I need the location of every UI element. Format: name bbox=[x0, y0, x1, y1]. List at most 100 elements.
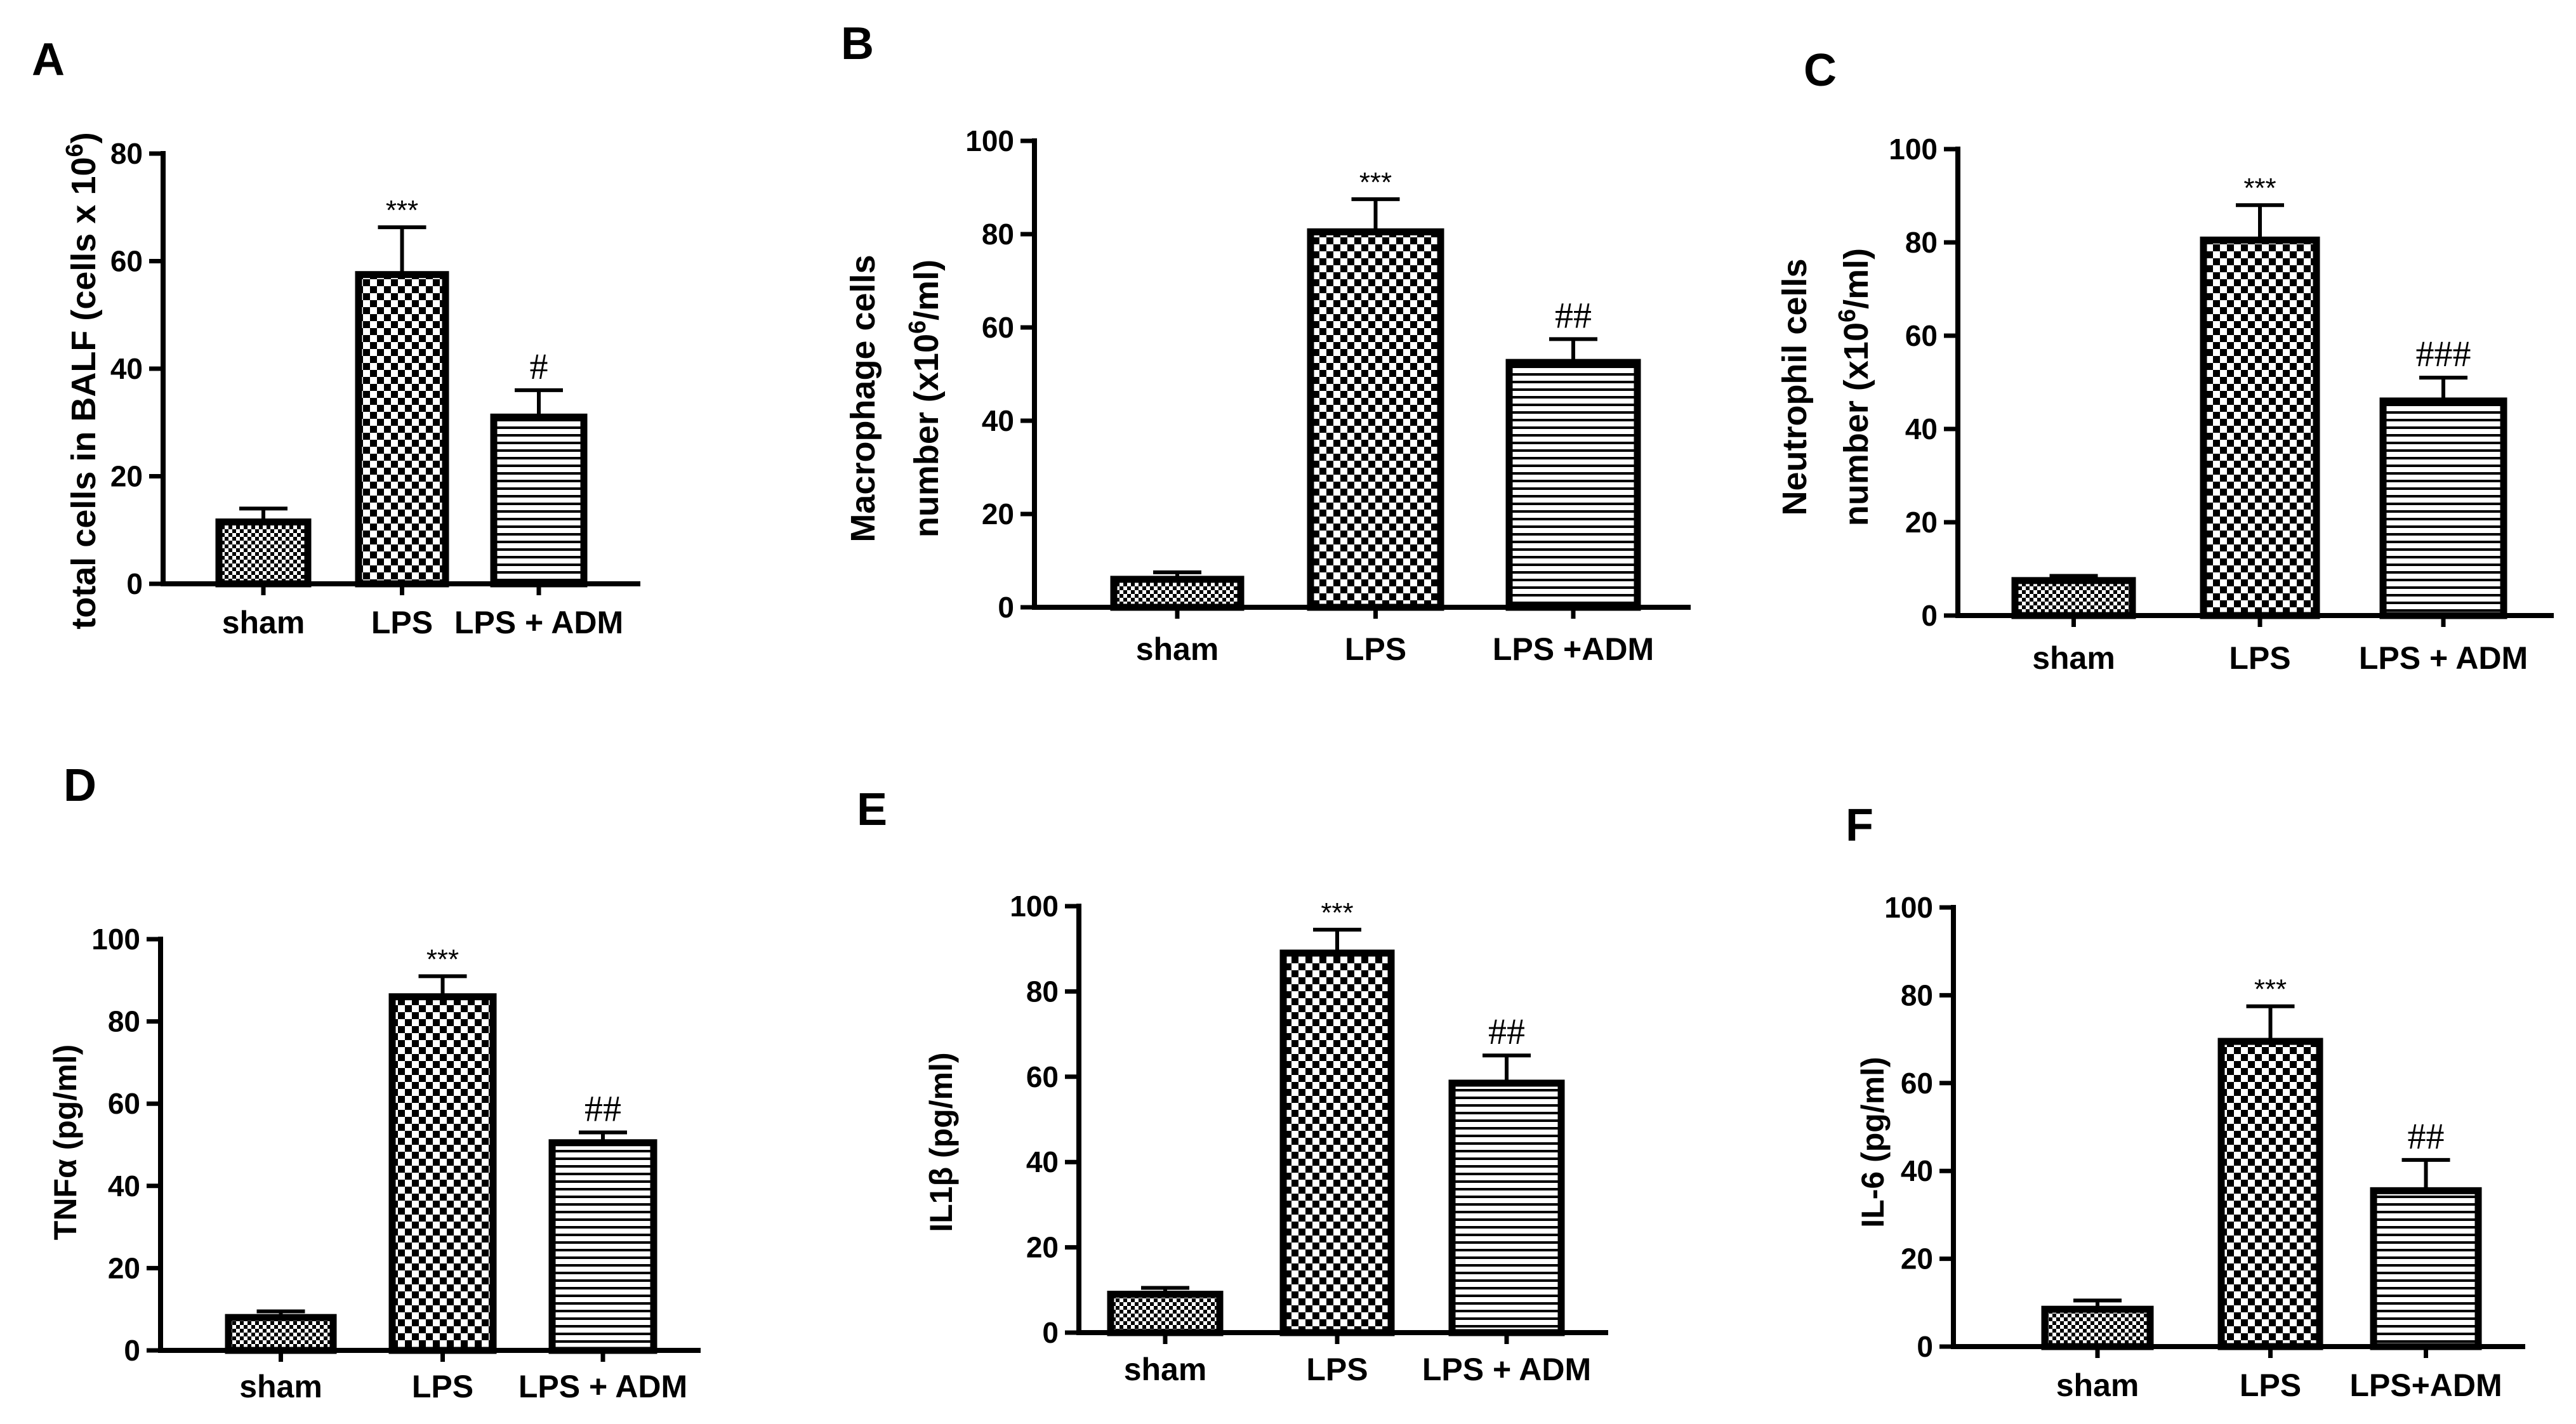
y-tick-label: 60 bbox=[1905, 319, 1938, 352]
x-tick-label: LPS + ADM bbox=[2359, 640, 2528, 676]
x-tick-label: LPS bbox=[1345, 631, 1406, 667]
bar-lps-adm bbox=[1505, 359, 1641, 611]
bar-lps-adm bbox=[2370, 1187, 2482, 1350]
bar-lps-adm bbox=[1448, 1079, 1565, 1336]
y-tick-label: 20 bbox=[1905, 506, 1938, 539]
y-tick-label: 80 bbox=[1901, 979, 1933, 1012]
y-axis-label-line1: Neutrophil cells bbox=[1776, 258, 1814, 515]
chart-area: 0 20 40 60 80 100 sham *** LPS ## LPS + ADM bbox=[1010, 890, 1608, 1387]
y-axis-label: TNFα (pg/ml) bbox=[48, 1045, 83, 1240]
bar-lps-adm bbox=[2379, 397, 2507, 619]
panel-letter: C bbox=[1804, 45, 1837, 96]
panel-letter: E bbox=[857, 784, 887, 835]
panel-d: D TNFα (pg/ml) 0 20 40 60 80 100 sham *** LPS ## L… bbox=[48, 760, 701, 1404]
bar-sham bbox=[2011, 577, 2136, 619]
significance-label: *** bbox=[386, 195, 418, 226]
significance-label: *** bbox=[1359, 167, 1392, 198]
y-tick-label: 60 bbox=[1026, 1060, 1059, 1093]
x-tick-label: sham bbox=[1136, 631, 1219, 667]
panel-letter: D bbox=[63, 760, 96, 811]
y-tick-label: 40 bbox=[108, 1170, 140, 1203]
chart-area: 0 20 40 60 80 sham *** LPS # LPS + ADM bbox=[110, 137, 640, 640]
significance-label: *** bbox=[1321, 897, 1353, 928]
bar-lps bbox=[1279, 949, 1395, 1336]
x-tick-label: sham bbox=[239, 1369, 322, 1404]
x-tick-label: LPS + ADM bbox=[454, 605, 623, 640]
chart-area: 0 20 40 60 80 100 sham *** LPS ### LPS + ADM bbox=[1889, 133, 2554, 676]
y-tick-label: 0 bbox=[1921, 599, 1938, 632]
x-tick-label: LPS + ADM bbox=[519, 1369, 687, 1404]
significance-label: *** bbox=[426, 944, 459, 975]
y-tick-label: 100 bbox=[965, 124, 1014, 157]
y-tick-label: 20 bbox=[1901, 1243, 1933, 1276]
panel-b: B Macrophage cells number (x106/ml) 0 20 4… bbox=[841, 18, 1691, 667]
x-tick-label: LPS bbox=[1306, 1352, 1368, 1387]
significance-label: ## bbox=[2408, 1116, 2445, 1157]
significance-label: ### bbox=[2416, 333, 2471, 374]
bar-sham bbox=[215, 518, 312, 588]
x-tick-label: sham bbox=[2056, 1368, 2139, 1403]
y-tick-label: 20 bbox=[110, 460, 143, 493]
y-tick-label: 60 bbox=[110, 245, 143, 278]
x-tick-label: LPS bbox=[2229, 640, 2290, 676]
x-tick-label: LPS +ADM bbox=[1493, 631, 1654, 667]
bar-lps bbox=[1307, 228, 1444, 611]
bar-sham bbox=[1107, 1291, 1224, 1336]
y-tick-label: 0 bbox=[998, 591, 1014, 624]
y-tick-label: 60 bbox=[982, 311, 1014, 344]
bar-lps bbox=[388, 993, 497, 1354]
significance-label: *** bbox=[2254, 974, 2287, 1005]
bar-sham bbox=[1110, 576, 1245, 611]
y-tick-label: 40 bbox=[1905, 412, 1938, 445]
chart-area: 0 20 40 60 80 100 sham *** LPS ## LPS+ADM bbox=[1884, 891, 2525, 1403]
y-tick-label: 60 bbox=[1901, 1067, 1933, 1100]
y-axis-label-line2: number (x106/ml) bbox=[904, 260, 946, 537]
y-tick-label: 100 bbox=[1884, 891, 1933, 924]
y-tick-label: 80 bbox=[1026, 975, 1059, 1008]
panel-e: E IL1β (pg/ml) 0 20 40 60 80 100 sham *** LPS ## L… bbox=[857, 784, 1608, 1387]
significance-label: ## bbox=[1555, 294, 1592, 336]
bar-lps bbox=[2200, 236, 2320, 619]
x-tick-label: LPS+ADM bbox=[2349, 1368, 2502, 1403]
y-axis-label-line2: number (x106/ml) bbox=[1834, 248, 1875, 526]
y-tick-label: 40 bbox=[982, 404, 1014, 437]
y-tick-label: 40 bbox=[1901, 1154, 1933, 1187]
y-axis-label: total cells in BALF (cells x 106) bbox=[62, 132, 103, 629]
y-axis-label: IL1β (pg/ml) bbox=[923, 1052, 959, 1232]
bar-lps bbox=[2217, 1038, 2323, 1350]
y-tick-label: 60 bbox=[108, 1087, 140, 1120]
x-tick-label: sham bbox=[1124, 1352, 1207, 1387]
y-tick-label: 0 bbox=[1042, 1316, 1059, 1349]
x-tick-label: LPS + ADM bbox=[1422, 1352, 1591, 1387]
y-tick-label: 40 bbox=[1026, 1145, 1059, 1178]
y-tick-label: 40 bbox=[110, 352, 143, 385]
panel-a: A total cells in BALF (cells x 106) 0 20 4… bbox=[32, 34, 640, 640]
bar-sham bbox=[2041, 1305, 2154, 1350]
y-tick-label: 20 bbox=[108, 1251, 140, 1284]
y-tick-label: 20 bbox=[982, 498, 1014, 531]
y-tick-label: 80 bbox=[108, 1005, 140, 1038]
y-tick-label: 100 bbox=[91, 923, 140, 956]
x-tick-label: sham bbox=[222, 605, 305, 640]
y-axis-label-line1: Macrophage cells bbox=[844, 254, 882, 542]
x-tick-label: LPS bbox=[371, 605, 433, 640]
panel-f: F IL-6 (pg/ml) 0 20 40 60 80 100 sham *** LPS ## L… bbox=[1846, 800, 2525, 1403]
y-tick-label: 0 bbox=[124, 1334, 140, 1367]
x-tick-label: LPS bbox=[2240, 1368, 2301, 1403]
significance-label: ## bbox=[585, 1088, 621, 1130]
x-tick-label: LPS bbox=[412, 1369, 473, 1404]
panel-c: C Neutrophil cells number (x106/ml) 0 20 4… bbox=[1776, 45, 2554, 676]
bar-lps-adm bbox=[490, 413, 588, 588]
y-tick-label: 80 bbox=[110, 137, 143, 170]
chart-area: 0 20 40 60 80 100 sham *** LPS ## LPS + ADM bbox=[91, 923, 701, 1404]
significance-label: ## bbox=[1488, 1011, 1525, 1052]
significance-label: # bbox=[530, 346, 548, 387]
panel-letter: B bbox=[841, 18, 874, 69]
bar-lps bbox=[355, 271, 449, 588]
significance-label: *** bbox=[2243, 173, 2276, 204]
chart-area: 0 20 40 60 80 100 sham *** LPS ## LPS +ADM bbox=[965, 124, 1691, 667]
y-tick-label: 80 bbox=[1905, 226, 1938, 259]
y-axis-label: IL-6 (pg/ml) bbox=[1855, 1057, 1891, 1227]
bar-sham bbox=[225, 1314, 337, 1354]
